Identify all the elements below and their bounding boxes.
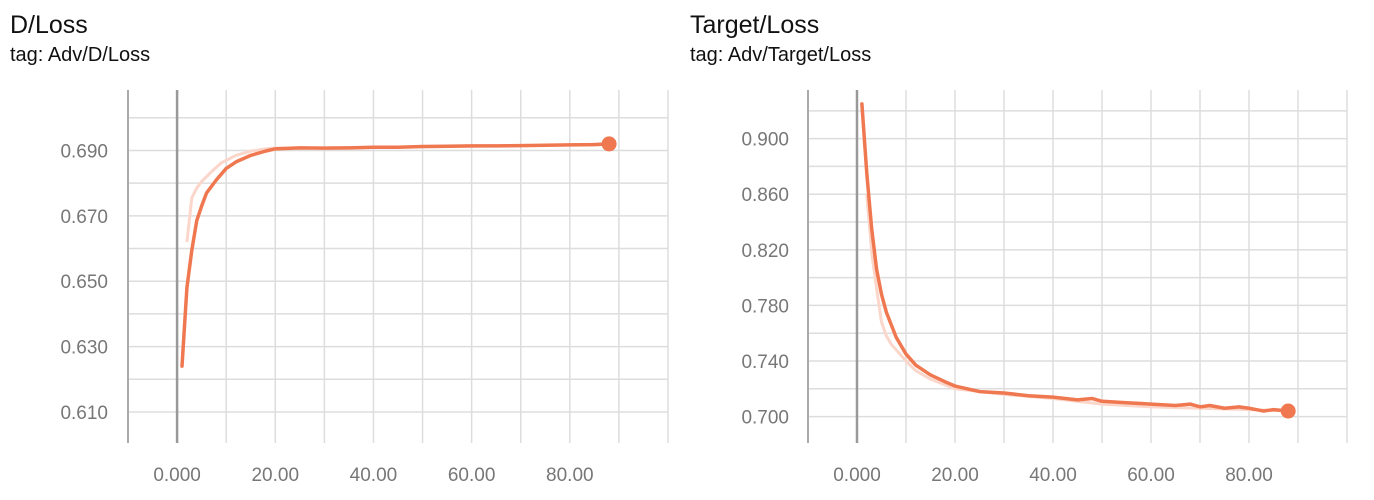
- y-tick-label: 0.820: [741, 241, 789, 262]
- series-line: [180, 142, 611, 368]
- chart-subtitle: tag: Adv/D/Loss: [10, 44, 151, 66]
- y-tick-label: 0.780: [741, 296, 789, 317]
- x-tick-label: 20.00: [931, 465, 979, 486]
- raw-series-line: [185, 142, 610, 243]
- raw-series-line: [865, 194, 1289, 413]
- x-tick-label: 80.00: [1225, 465, 1273, 486]
- x-tick-label: 60.00: [448, 465, 496, 486]
- chart-title: D/Loss: [10, 11, 88, 39]
- d-loss-panel: D/Loss tag: Adv/D/Loss 0.690 0.670 0.650 0.…: [0, 0, 687, 500]
- y-tick-label: 0.700: [741, 408, 789, 429]
- chart-subtitle: tag: Adv/Target/Loss: [690, 44, 872, 66]
- y-tick-label: 0.650: [60, 272, 108, 293]
- chart-title: Target/Loss: [690, 11, 820, 39]
- y-tick-label: 0.860: [741, 185, 789, 206]
- target-loss-chart[interactable]: 0.900 0.860 0.820 0.780 0.740 0.700 0.000 20.00…: [687, 0, 1374, 500]
- x-tick-label: 0.000: [833, 465, 881, 486]
- y-tick-label: 0.690: [60, 141, 108, 162]
- x-tick-label: 60.00: [1127, 465, 1175, 486]
- x-tick-label: 20.00: [251, 465, 299, 486]
- last-point-marker: [1280, 403, 1296, 419]
- d-loss-chart[interactable]: 0.690 0.670 0.650 0.630 0.610 0.000 20.00 40.00…: [0, 0, 687, 500]
- y-tick-label: 0.630: [60, 338, 108, 359]
- y-tick-label: 0.610: [60, 403, 108, 424]
- series-line: [860, 102, 1290, 413]
- last-point-marker: [601, 136, 617, 152]
- x-tick-label: 40.00: [1029, 465, 1077, 486]
- x-tick-label: 40.00: [350, 465, 398, 486]
- y-tick-label: 0.670: [60, 207, 108, 228]
- y-tick-label: 0.900: [741, 130, 789, 151]
- x-tick-label: 0.000: [153, 465, 201, 486]
- y-tick-label: 0.740: [741, 352, 789, 373]
- target-loss-panel: Target/Loss tag: Adv/Target/Loss 0.900 0.…: [687, 0, 1374, 500]
- x-tick-label: 80.00: [546, 465, 594, 486]
